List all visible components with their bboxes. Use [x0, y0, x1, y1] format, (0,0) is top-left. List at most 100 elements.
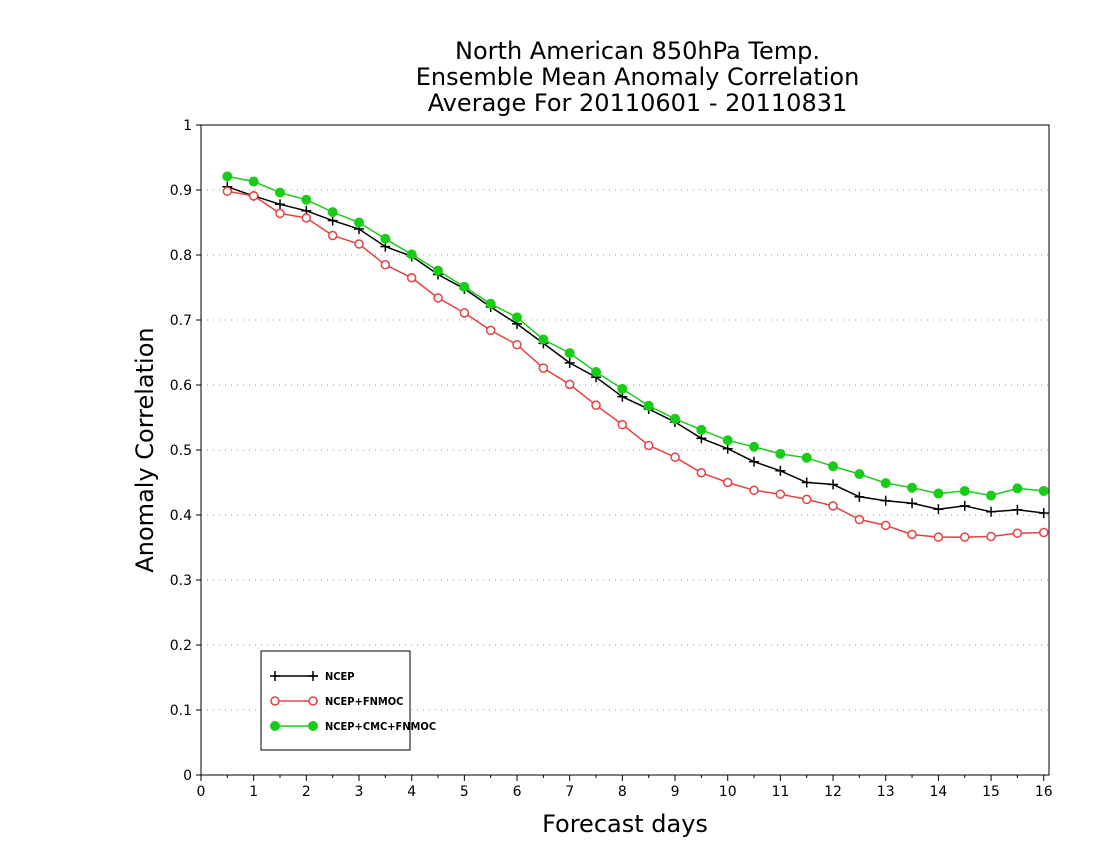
marker-filled-circle — [275, 187, 286, 198]
marker-filled-circle — [617, 383, 628, 394]
marker-open-circle — [433, 293, 443, 303]
marker-filled-circle — [564, 348, 575, 359]
marker-filled-circle — [1038, 485, 1049, 496]
marker-filled-circle — [406, 249, 417, 260]
marker-open-circle — [564, 379, 575, 390]
x-tick-label: 5 — [460, 784, 469, 800]
marker-open-circle — [854, 514, 865, 525]
x-tick-label: 13 — [877, 784, 895, 800]
marker-open-circle — [880, 520, 891, 531]
marker-open-circle — [643, 440, 654, 451]
marker-open-circle — [459, 308, 470, 318]
marker-filled-circle — [270, 721, 280, 731]
legend-label: NCEP — [325, 670, 355, 683]
y-tick-label: 0.1 — [170, 703, 192, 719]
marker-plus — [907, 498, 918, 509]
x-tick-label: 16 — [1035, 784, 1053, 800]
marker-filled-circle — [933, 488, 944, 499]
marker-open-circle — [828, 501, 838, 511]
marker-open-circle — [248, 191, 259, 201]
marker-filled-circle — [854, 469, 865, 480]
marker-open-circle — [270, 696, 280, 706]
x-tick-label: 9 — [671, 784, 680, 800]
marker-filled-circle — [959, 485, 970, 496]
legend: NCEP NCEP+FNMOC NCEP+CMC+FNMOC — [260, 650, 436, 751]
x-tick-label: 2 — [302, 784, 311, 800]
marker-filled-circle — [308, 721, 318, 731]
grid-layer — [201, 189, 1049, 711]
x-tick-label: 11 — [771, 784, 789, 800]
marker-filled-circle — [880, 478, 891, 489]
legend-entry: NCEP — [270, 670, 355, 683]
marker-open-circle — [801, 494, 812, 505]
marker-open-circle — [907, 529, 917, 540]
marker-filled-circle — [907, 482, 918, 493]
marker-open-circle — [1038, 527, 1049, 538]
y-tick-label: 0.5 — [170, 443, 192, 459]
marker-open-circle — [775, 489, 786, 499]
marker-plus — [854, 491, 865, 502]
marker-plus — [1038, 508, 1049, 519]
chart-title-line-3: Average For 20110601 - 20110831 — [427, 89, 848, 117]
legend-entry: NCEP+FNMOC — [270, 695, 403, 708]
series-ncep-fnmoc — [222, 186, 1049, 542]
marker-plus — [775, 465, 786, 476]
marker-filled-circle — [433, 265, 444, 276]
y-tick-label: 0.2 — [170, 638, 192, 654]
x-tick-label: 1 — [249, 784, 258, 800]
marker-filled-circle — [722, 435, 733, 446]
legend-label: NCEP+FNMOC — [325, 695, 403, 708]
y-tick-label: 1 — [183, 118, 192, 134]
y-tick-label: 0.4 — [170, 508, 192, 524]
marker-plus — [959, 500, 970, 511]
marker-open-circle — [380, 260, 391, 270]
marker-filled-circle — [248, 176, 259, 187]
marker-plus — [722, 443, 733, 454]
marker-filled-circle — [696, 424, 707, 435]
marker-filled-circle — [301, 194, 312, 205]
marker-filled-circle — [459, 281, 470, 292]
marker-open-circle — [308, 696, 318, 706]
marker-filled-circle — [485, 298, 496, 309]
marker-filled-circle — [643, 400, 654, 411]
marker-plus — [880, 495, 891, 506]
marker-filled-circle — [1012, 483, 1023, 494]
marker-plus — [801, 477, 812, 488]
marker-open-circle — [485, 325, 496, 336]
marker-plus — [1012, 504, 1023, 515]
marker-filled-circle — [670, 413, 681, 424]
marker-plus — [749, 456, 760, 467]
marker-open-circle — [354, 239, 364, 249]
chart-title-line-1: North American 850hPa Temp. — [455, 37, 820, 65]
x-tick-label: 12 — [824, 784, 842, 800]
marker-plus — [270, 671, 280, 681]
marker-open-circle — [1012, 528, 1023, 538]
marker-filled-circle — [986, 490, 997, 501]
x-axis-label: Forecast days — [542, 810, 708, 838]
x-tick-label: 10 — [719, 784, 737, 800]
x-tick-label: 8 — [618, 784, 627, 800]
marker-plus — [564, 357, 575, 368]
y-tick-label: 0.8 — [170, 248, 192, 264]
y-tick-label: 0.6 — [170, 378, 192, 394]
x-tick-label: 14 — [929, 784, 947, 800]
x-tick-label: 3 — [355, 784, 364, 800]
series-layer — [222, 171, 1049, 542]
marker-filled-circle — [801, 452, 812, 463]
series-line — [227, 175, 1044, 497]
marker-open-circle — [301, 213, 312, 223]
legend-entry: NCEP+CMC+FNMOC — [270, 720, 436, 733]
marker-plus — [986, 506, 997, 517]
marker-filled-circle — [749, 441, 760, 452]
legend-label: NCEP+CMC+FNMOC — [325, 720, 436, 733]
marker-filled-circle — [512, 312, 523, 323]
marker-plus — [828, 479, 839, 490]
y-tick-label: 0 — [183, 768, 192, 784]
chart-title-line-2: Ensemble Mean Anomaly Correlation — [415, 63, 860, 91]
marker-filled-circle — [222, 171, 233, 182]
x-tick-label: 0 — [197, 784, 206, 800]
marker-filled-circle — [380, 233, 391, 244]
marker-filled-circle — [591, 367, 602, 377]
marker-filled-circle — [327, 207, 338, 218]
